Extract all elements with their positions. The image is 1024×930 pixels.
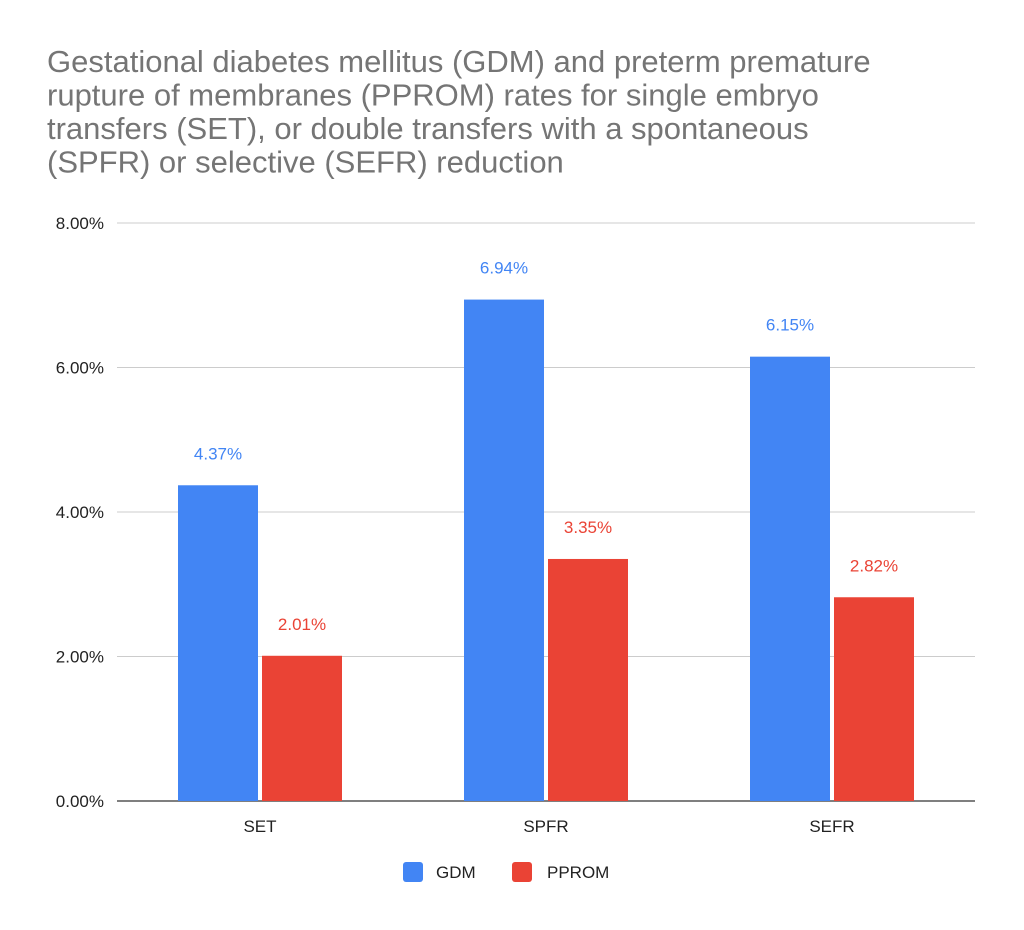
y-tick-label: 4.00%: [56, 503, 104, 522]
x-axis-ticks: SET SPFR SEFR: [243, 817, 854, 836]
x-tick-label: SPFR: [523, 817, 568, 836]
bar-gdm-spfr: [464, 299, 544, 801]
gridlines: [117, 222, 975, 802]
data-label-gdm-set: 4.37%: [194, 444, 242, 463]
y-axis-ticks: 0.00% 2.00% 4.00% 6.00% 8.00%: [56, 214, 104, 811]
chart-title-line: (SPFR) or selective (SEFR) reduction: [47, 145, 564, 180]
y-tick-label: 8.00%: [56, 214, 104, 233]
y-tick-label: 2.00%: [56, 648, 104, 667]
data-label-pprom-sefr: 2.82%: [850, 556, 898, 575]
data-label-gdm-spfr: 6.94%: [480, 259, 528, 278]
data-label-gdm-sefr: 6.15%: [766, 316, 814, 335]
chart-title: Gestational diabetes mellitus (GDM) and …: [47, 44, 871, 180]
chart-title-line: Gestational diabetes mellitus (GDM) and …: [47, 44, 871, 79]
data-labels: 4.37% 2.01% 6.94% 3.35% 6.15% 2.82%: [194, 259, 898, 634]
data-label-pprom-set: 2.01%: [278, 615, 326, 634]
y-tick-label: 6.00%: [56, 359, 104, 378]
bars: [178, 299, 914, 801]
chart-title-line: rupture of membranes (PPROM) rates for s…: [47, 78, 819, 113]
bar-pprom-spfr: [548, 558, 628, 801]
bar-pprom-set: [262, 655, 342, 801]
bar-gdm-sefr: [750, 356, 830, 801]
x-tick-label: SET: [243, 817, 276, 836]
bar-gdm-set: [178, 485, 258, 801]
legend-swatch-pprom: [512, 862, 532, 882]
y-tick-label: 0.00%: [56, 792, 104, 811]
chart-title-line: transfers (SET), or double transfers wit…: [47, 111, 809, 146]
legend-label-pprom: PPROM: [547, 863, 609, 882]
data-label-pprom-spfr: 3.35%: [564, 518, 612, 537]
legend-swatch-gdm: [403, 862, 423, 882]
legend-label-gdm: GDM: [436, 863, 476, 882]
bar-pprom-sefr: [834, 597, 914, 801]
legend: GDM PPROM: [403, 862, 609, 882]
x-tick-label: SEFR: [809, 817, 854, 836]
